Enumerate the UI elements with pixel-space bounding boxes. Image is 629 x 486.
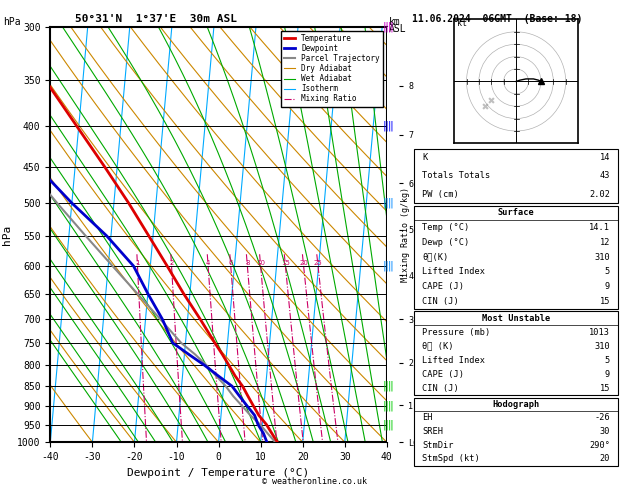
Text: 2.02: 2.02 — [589, 190, 610, 199]
Text: Hodograph: Hodograph — [493, 400, 540, 409]
Text: 10: 10 — [256, 260, 265, 266]
Text: Totals Totals: Totals Totals — [422, 172, 491, 180]
Text: EH: EH — [422, 414, 433, 422]
Text: km: km — [389, 17, 401, 27]
Text: 20: 20 — [599, 454, 610, 463]
Text: 15: 15 — [281, 260, 290, 266]
Text: Lifted Index: Lifted Index — [422, 267, 485, 277]
Text: 9: 9 — [605, 369, 610, 379]
Text: 5: 5 — [605, 267, 610, 277]
Text: θᴇ (K): θᴇ (K) — [422, 342, 454, 350]
Y-axis label: hPa: hPa — [1, 225, 11, 244]
Text: 1013: 1013 — [589, 328, 610, 337]
Text: 290°: 290° — [589, 441, 610, 450]
Text: 15: 15 — [599, 383, 610, 393]
Text: StmDir: StmDir — [422, 441, 454, 450]
Text: 310: 310 — [594, 253, 610, 261]
Text: kt: kt — [457, 18, 467, 28]
Text: SREH: SREH — [422, 427, 443, 436]
Text: Pressure (mb): Pressure (mb) — [422, 328, 491, 337]
Text: CAPE (J): CAPE (J) — [422, 369, 464, 379]
Text: ‖‖: ‖‖ — [382, 400, 394, 411]
Text: 15: 15 — [599, 297, 610, 306]
Text: CAPE (J): CAPE (J) — [422, 282, 464, 291]
Text: hPa: hPa — [3, 17, 21, 27]
Text: θᴇ(K): θᴇ(K) — [422, 253, 448, 261]
Text: ‖‖: ‖‖ — [382, 419, 394, 430]
Text: 43: 43 — [599, 172, 610, 180]
Text: 14: 14 — [599, 153, 610, 162]
Text: 25: 25 — [314, 260, 323, 266]
Text: Lifted Index: Lifted Index — [422, 356, 485, 364]
Text: 9: 9 — [605, 282, 610, 291]
Text: Temp (°C): Temp (°C) — [422, 223, 469, 232]
Legend: Temperature, Dewpoint, Parcel Trajectory, Dry Adiabat, Wet Adiabat, Isotherm, Mi: Temperature, Dewpoint, Parcel Trajectory… — [281, 31, 383, 106]
Point — [480, 103, 490, 110]
Text: Most Unstable: Most Unstable — [482, 313, 550, 323]
Text: 50°31'N  1°37'E  30m ASL: 50°31'N 1°37'E 30m ASL — [75, 14, 238, 24]
Text: ‖‖: ‖‖ — [382, 381, 394, 391]
Text: ‖‖: ‖‖ — [382, 198, 394, 208]
Text: 1: 1 — [135, 260, 140, 266]
Text: K: K — [422, 153, 427, 162]
Text: CIN (J): CIN (J) — [422, 383, 459, 393]
Text: ‖‖: ‖‖ — [382, 21, 394, 32]
Text: 6: 6 — [228, 260, 233, 266]
Text: ASL: ASL — [389, 24, 406, 35]
Text: Surface: Surface — [498, 208, 535, 217]
Text: 2: 2 — [169, 260, 174, 266]
Text: ‖‖: ‖‖ — [382, 121, 394, 131]
Text: Dewp (°C): Dewp (°C) — [422, 238, 469, 247]
Text: 5: 5 — [605, 356, 610, 364]
Text: PW (cm): PW (cm) — [422, 190, 459, 199]
Text: 12: 12 — [599, 238, 610, 247]
Text: © weatheronline.co.uk: © weatheronline.co.uk — [262, 477, 367, 486]
Text: StmSpd (kt): StmSpd (kt) — [422, 454, 480, 463]
Text: CIN (J): CIN (J) — [422, 297, 459, 306]
Text: 14.1: 14.1 — [589, 223, 610, 232]
Text: 20: 20 — [299, 260, 308, 266]
Text: 310: 310 — [594, 342, 610, 350]
Text: 11.06.2024  06GMT  (Base: 18): 11.06.2024 06GMT (Base: 18) — [412, 14, 582, 24]
Text: ‖‖: ‖‖ — [382, 260, 394, 271]
Text: 8: 8 — [245, 260, 250, 266]
Text: Mixing Ratio (g/kg): Mixing Ratio (g/kg) — [401, 187, 410, 282]
Text: -26: -26 — [594, 414, 610, 422]
X-axis label: Dewpoint / Temperature (°C): Dewpoint / Temperature (°C) — [128, 468, 309, 478]
Text: 30: 30 — [599, 427, 610, 436]
Text: 4: 4 — [206, 260, 210, 266]
Point — [486, 96, 496, 104]
